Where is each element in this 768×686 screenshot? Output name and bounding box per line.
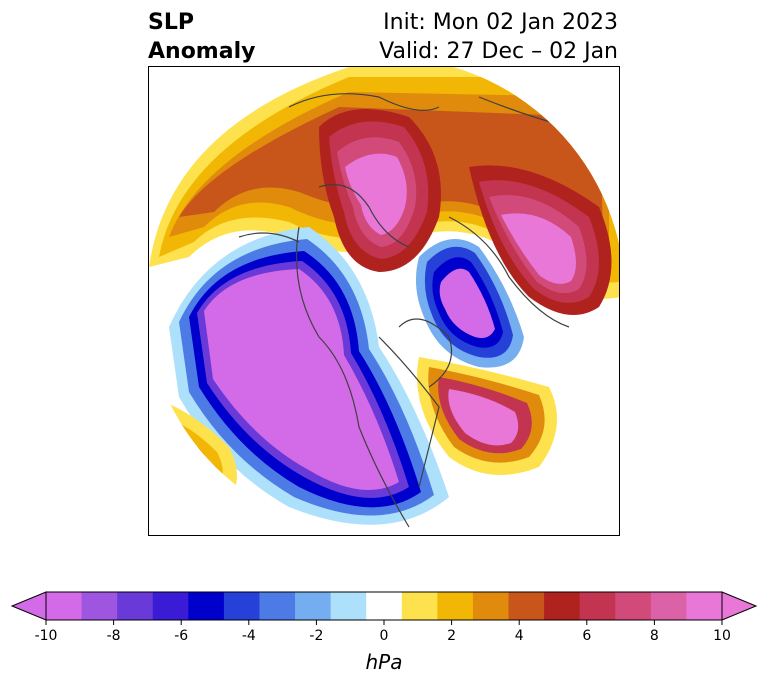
colorbar-tick-label: 8: [649, 628, 659, 644]
map-subtitle: Init: Mon 02 Jan 2023 Valid: 27 Dec – 02…: [379, 8, 618, 66]
colorbar-tick-label: -2: [309, 628, 324, 644]
colorbar-tick-label: 2: [447, 628, 457, 644]
colorbar-cell: [401, 592, 438, 620]
colorbar-label: hPa: [365, 650, 403, 674]
colorbar: [10, 591, 758, 625]
colorbar-cell: [330, 592, 367, 620]
colorbar-cell: [686, 592, 723, 620]
colorbar-extend-high: [721, 591, 758, 621]
negative-anomaly-greenland: [415, 239, 524, 368]
colorbar-cell: [579, 592, 616, 620]
colorbar-cell: [366, 592, 403, 620]
map-title: SLP Anomaly: [148, 8, 255, 66]
colorbar-tick-label: -6: [174, 628, 189, 644]
colorbar-cell: [508, 592, 545, 620]
colorbar-tick-label: 0: [379, 628, 389, 644]
colorbar-tick-label: -4: [241, 628, 256, 644]
colorbar-cell: [615, 592, 652, 620]
colorbar-cell: [81, 592, 118, 620]
colorbar-cell: [259, 592, 296, 620]
colorbar-cell: [117, 592, 154, 620]
title-line-1: SLP: [148, 10, 194, 35]
colorbar-cell: [472, 592, 510, 620]
colorbar-extend-low: [10, 591, 47, 621]
colorbar-cell: [437, 592, 474, 620]
colorbar-tick-label: 4: [514, 628, 524, 644]
positive-anomaly-atlantic: [417, 357, 557, 475]
init-date: Init: Mon 02 Jan 2023: [383, 10, 618, 35]
colorbar-cell: [46, 592, 83, 620]
colorbar-tick-label: 10: [713, 628, 731, 644]
colorbar-tick-label: -10: [34, 628, 58, 644]
positive-anomaly-siberia: [319, 109, 441, 272]
positive-anomaly-europe: [469, 165, 612, 315]
title-line-2: Anomaly: [148, 39, 256, 64]
colorbar-cell: [295, 592, 332, 620]
colorbar-cell: [544, 592, 581, 620]
colorbar-cell: [223, 592, 260, 620]
colorbar-cell: [188, 592, 225, 620]
negative-anomaly-north-america: [169, 227, 449, 525]
anomaly-map: [148, 66, 620, 536]
colorbar-tick-label: 6: [582, 628, 592, 644]
colorbar-cell: [152, 592, 189, 620]
colorbar-tick-label: -8: [106, 628, 121, 644]
colorbar-cell: [650, 592, 687, 620]
valid-range: Valid: 27 Dec – 02 Jan: [379, 39, 618, 64]
